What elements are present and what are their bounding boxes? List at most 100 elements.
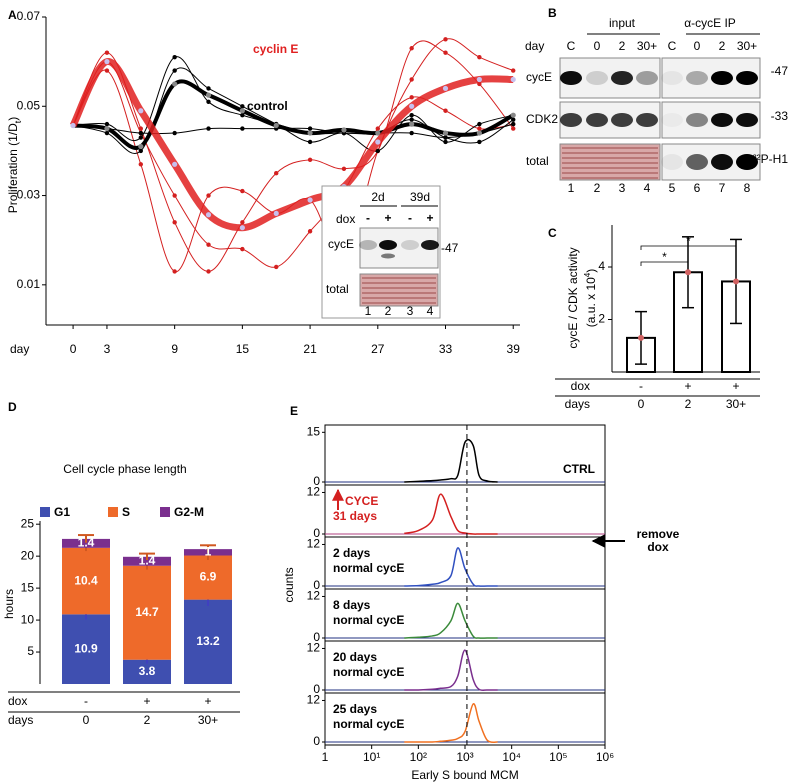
point <box>274 171 279 176</box>
label: 2 <box>385 304 392 318</box>
point <box>511 126 516 131</box>
point <box>206 269 211 274</box>
x-tick-label: 10³ <box>456 750 473 764</box>
significance: * <box>662 250 667 264</box>
label: C <box>668 39 677 53</box>
legend-label: G2-M <box>174 505 204 519</box>
panel-label: D <box>8 400 17 414</box>
histogram-line <box>404 602 498 639</box>
blot <box>559 143 661 181</box>
x-tick-label: 2 <box>685 397 692 411</box>
label: - <box>639 379 643 393</box>
label: -47 <box>771 64 789 78</box>
point <box>733 278 739 285</box>
label: 7 <box>719 181 726 195</box>
bracket <box>640 245 737 250</box>
annotation: dox <box>647 540 669 554</box>
x-tick-label: 3 <box>104 342 111 356</box>
y-tick-label: 15 <box>21 580 35 594</box>
point <box>442 85 449 92</box>
y-axis-label: hours <box>2 589 16 619</box>
point <box>477 121 482 127</box>
y-axis-label: cycE / CDK activity <box>566 247 580 348</box>
point <box>104 130 110 136</box>
band <box>736 113 758 127</box>
y-axis-label-part: Proliferation (1/D <box>6 123 20 213</box>
band <box>711 154 733 170</box>
row-label: normal cycE <box>333 717 404 731</box>
y-axis-label-part: ) <box>584 269 598 273</box>
point <box>307 139 313 145</box>
point <box>443 37 448 42</box>
legend-label: G1 <box>54 505 70 519</box>
point <box>205 212 212 218</box>
label: cycE <box>328 237 354 251</box>
label: 5 <box>669 181 676 195</box>
y-axis-label: counts <box>282 567 296 602</box>
row-label: normal cycE <box>333 561 404 575</box>
data-label: 3.8 <box>139 664 156 678</box>
point <box>511 121 516 127</box>
label: 1 <box>365 304 372 318</box>
point <box>409 103 415 109</box>
point <box>240 104 245 109</box>
label: 4 <box>644 181 651 195</box>
point <box>240 126 245 131</box>
point <box>375 126 380 131</box>
x-tick-label: 30+ <box>198 713 218 727</box>
bar-segment <box>62 547 110 615</box>
point <box>685 269 691 276</box>
point <box>104 59 110 65</box>
point <box>442 130 449 136</box>
point <box>511 117 516 122</box>
annotation: remove <box>637 527 680 541</box>
label: 6 <box>694 181 701 195</box>
point <box>274 264 279 270</box>
bar-segment <box>123 659 171 684</box>
row-label: normal cycE <box>333 665 404 679</box>
data-label: 13.2 <box>196 634 220 648</box>
point <box>239 108 245 114</box>
data-label: 10.9 <box>74 641 98 655</box>
histogram-line <box>404 438 498 483</box>
data-label: 1.4 <box>139 553 156 567</box>
point <box>172 130 177 136</box>
row-label: 20 days <box>333 650 377 664</box>
label: + <box>732 379 739 393</box>
point <box>409 46 414 51</box>
label: 30+ <box>637 39 657 53</box>
row-label: normal cycE <box>333 613 404 627</box>
y-tick-label: 12 <box>307 485 321 499</box>
point <box>476 76 482 83</box>
x-tick-label: 0 <box>83 713 90 727</box>
data-label: 14.7 <box>135 605 159 619</box>
band <box>611 71 633 85</box>
legend-swatch <box>108 507 118 517</box>
point <box>206 193 211 198</box>
point <box>138 148 143 154</box>
point <box>273 210 279 217</box>
label: 39d <box>410 190 430 204</box>
y-tick-label: 4 <box>598 259 605 273</box>
label: dox <box>336 212 355 226</box>
point <box>240 188 245 194</box>
label: 2 <box>719 39 726 53</box>
point <box>138 135 143 140</box>
row-label: 2 days <box>333 546 371 560</box>
bar-segment <box>62 614 110 684</box>
point <box>206 99 211 105</box>
label: total <box>526 154 549 168</box>
x-axis-label: Early S bound MCM <box>411 768 518 782</box>
band <box>611 113 633 127</box>
bar-segment <box>123 565 171 660</box>
point <box>172 193 177 198</box>
row-label: 8 days <box>333 598 371 612</box>
x-tick-label: 15 <box>236 342 250 356</box>
point <box>307 130 313 136</box>
label: cycE <box>526 70 552 84</box>
significance: * <box>686 234 691 248</box>
band <box>381 253 395 259</box>
band <box>686 154 708 170</box>
x-tick-label: 21 <box>303 342 317 356</box>
band <box>560 113 582 127</box>
